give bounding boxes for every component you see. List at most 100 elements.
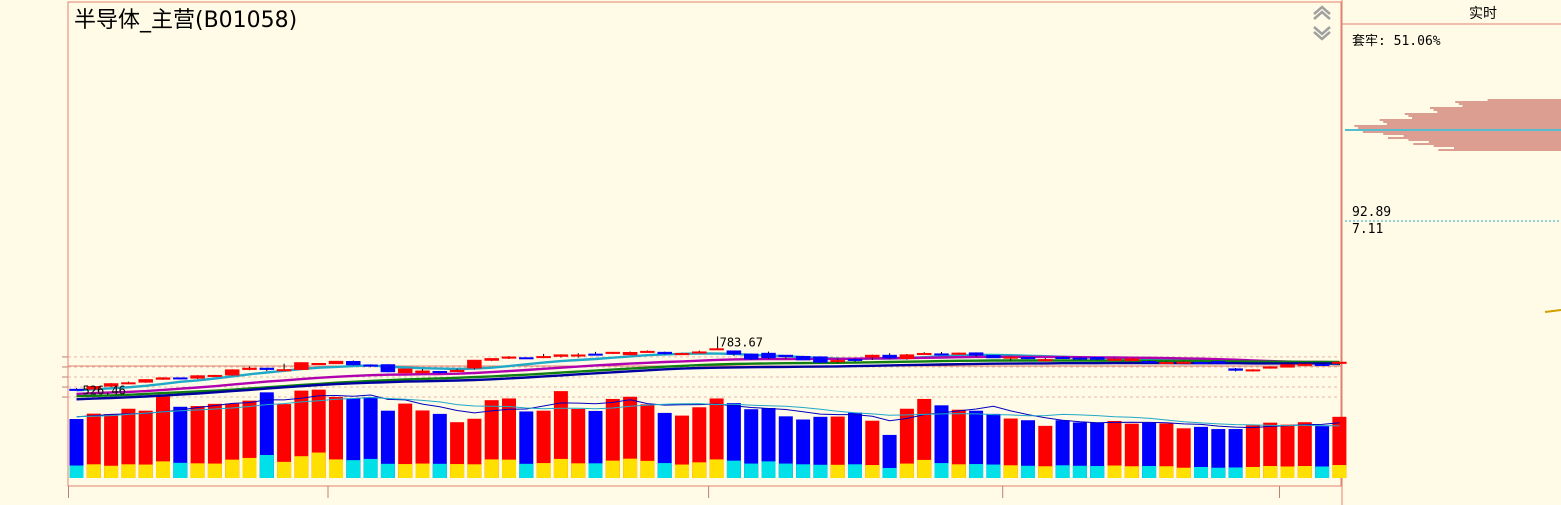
volume-bar-total: [86, 413, 101, 478]
candle: [155, 377, 171, 380]
volume-bar-sub: [311, 452, 326, 478]
candle-body: [1297, 363, 1313, 366]
candle: [743, 353, 759, 360]
volume-bar-sub: [277, 461, 292, 478]
candle-body: [294, 362, 309, 370]
volume-bar: [398, 403, 413, 478]
volume-bar: [744, 409, 759, 478]
volume-bar: [311, 389, 326, 478]
candle-body: [674, 353, 690, 356]
volume-bar-total: [346, 398, 361, 478]
candle-body: [69, 388, 84, 391]
volume-bar: [1021, 420, 1035, 478]
volume-bar-total: [1228, 429, 1243, 478]
volume-bar: [969, 410, 984, 478]
volume-bar: [1090, 422, 1105, 478]
candle-body: [242, 367, 257, 370]
volume-bar: [899, 408, 914, 478]
volume-bar-total: [726, 403, 741, 478]
volume-bar: [692, 407, 707, 478]
volume-bar: [1211, 429, 1226, 478]
volume-bar-total: [502, 398, 516, 478]
candle: [242, 366, 257, 371]
volume-bar-sub: [502, 459, 516, 478]
candle-body: [121, 382, 136, 385]
candle: [294, 362, 309, 370]
volume-bar-sub: [1090, 466, 1105, 478]
candle-body: [1176, 361, 1191, 364]
volume-bar-sub: [294, 456, 309, 478]
candle-body: [363, 364, 378, 367]
candle: [363, 364, 378, 368]
volume-bar-total: [1176, 428, 1191, 478]
scroll-down-icon[interactable]: [1313, 26, 1331, 41]
volume-bar-total: [138, 410, 153, 478]
volume-bar-total: [917, 398, 932, 478]
candle: [570, 353, 586, 358]
volume-bar-sub: [450, 464, 465, 478]
volume-bar-sub: [1142, 466, 1157, 478]
volume-bar: [502, 398, 516, 478]
volume-bar: [1297, 422, 1312, 478]
volume-bar-total: [640, 404, 655, 478]
volume-bar: [934, 405, 949, 478]
candle-body: [432, 371, 448, 374]
volume-bar-sub: [813, 464, 828, 478]
volume-bar-total: [744, 409, 759, 478]
chart-title: 半导体_主营(B01058): [74, 8, 297, 33]
volume-bar-total: [1280, 424, 1295, 478]
volume-bar-sub: [190, 463, 205, 478]
volume-bar: [882, 434, 897, 478]
high-annotation: 783.67: [717, 335, 763, 349]
scroll-up-icon[interactable]: [1313, 5, 1331, 20]
volume-bar-sub: [623, 458, 638, 478]
volume-bar-total: [173, 406, 188, 478]
volume-bar-total: [1124, 423, 1139, 478]
candle-body: [155, 377, 171, 380]
volume-bar-sub: [899, 463, 914, 478]
candle: [692, 350, 707, 354]
candle: [276, 363, 292, 372]
volume-bar-total: [761, 408, 776, 478]
volume-bar-total: [1090, 422, 1105, 478]
volume-bar-sub: [1107, 465, 1122, 478]
volume-bar: [1228, 429, 1243, 478]
candle: [519, 357, 534, 360]
volume-bar-sub: [640, 460, 655, 478]
candle: [432, 371, 448, 374]
volume-ma10-line: [76, 396, 1340, 427]
candle-body: [1055, 356, 1070, 359]
volume-bar-sub: [207, 463, 222, 478]
candle-body: [847, 358, 863, 361]
volume-bar-total: [1332, 416, 1347, 478]
candle-body: [605, 351, 621, 354]
volume-bar: [1055, 420, 1070, 478]
volume-bar-sub: [830, 464, 845, 478]
volume-bar: [467, 418, 482, 478]
volume-bar: [86, 413, 101, 478]
candle-body: [259, 367, 275, 370]
candle: [795, 355, 811, 361]
candle: [986, 355, 1001, 359]
candle: [1003, 356, 1018, 361]
candle: [1141, 360, 1157, 364]
candle-body: [951, 352, 967, 355]
candle-body: [1314, 363, 1330, 366]
loss-ratio-value: 7.11: [1352, 222, 1383, 237]
volume-bar-total: [104, 414, 119, 478]
volume-bar-sub: [519, 463, 534, 478]
candle: [1124, 358, 1140, 362]
tab-realtime[interactable]: 实时: [1469, 6, 1497, 22]
candle: [1072, 357, 1088, 360]
ma21-line: [76, 355, 1340, 396]
volume-bar-sub: [1159, 466, 1174, 478]
volume-bar-sub: [1003, 465, 1018, 478]
volume-bar-sub: [1038, 466, 1053, 478]
volume-bar: [450, 422, 465, 478]
volume-bar: [813, 416, 828, 478]
candle: [467, 359, 482, 370]
volume-bar: [1003, 418, 1018, 478]
volume-bar-total: [190, 406, 205, 478]
candle: [1297, 363, 1313, 366]
volume-bar-sub: [380, 463, 395, 478]
